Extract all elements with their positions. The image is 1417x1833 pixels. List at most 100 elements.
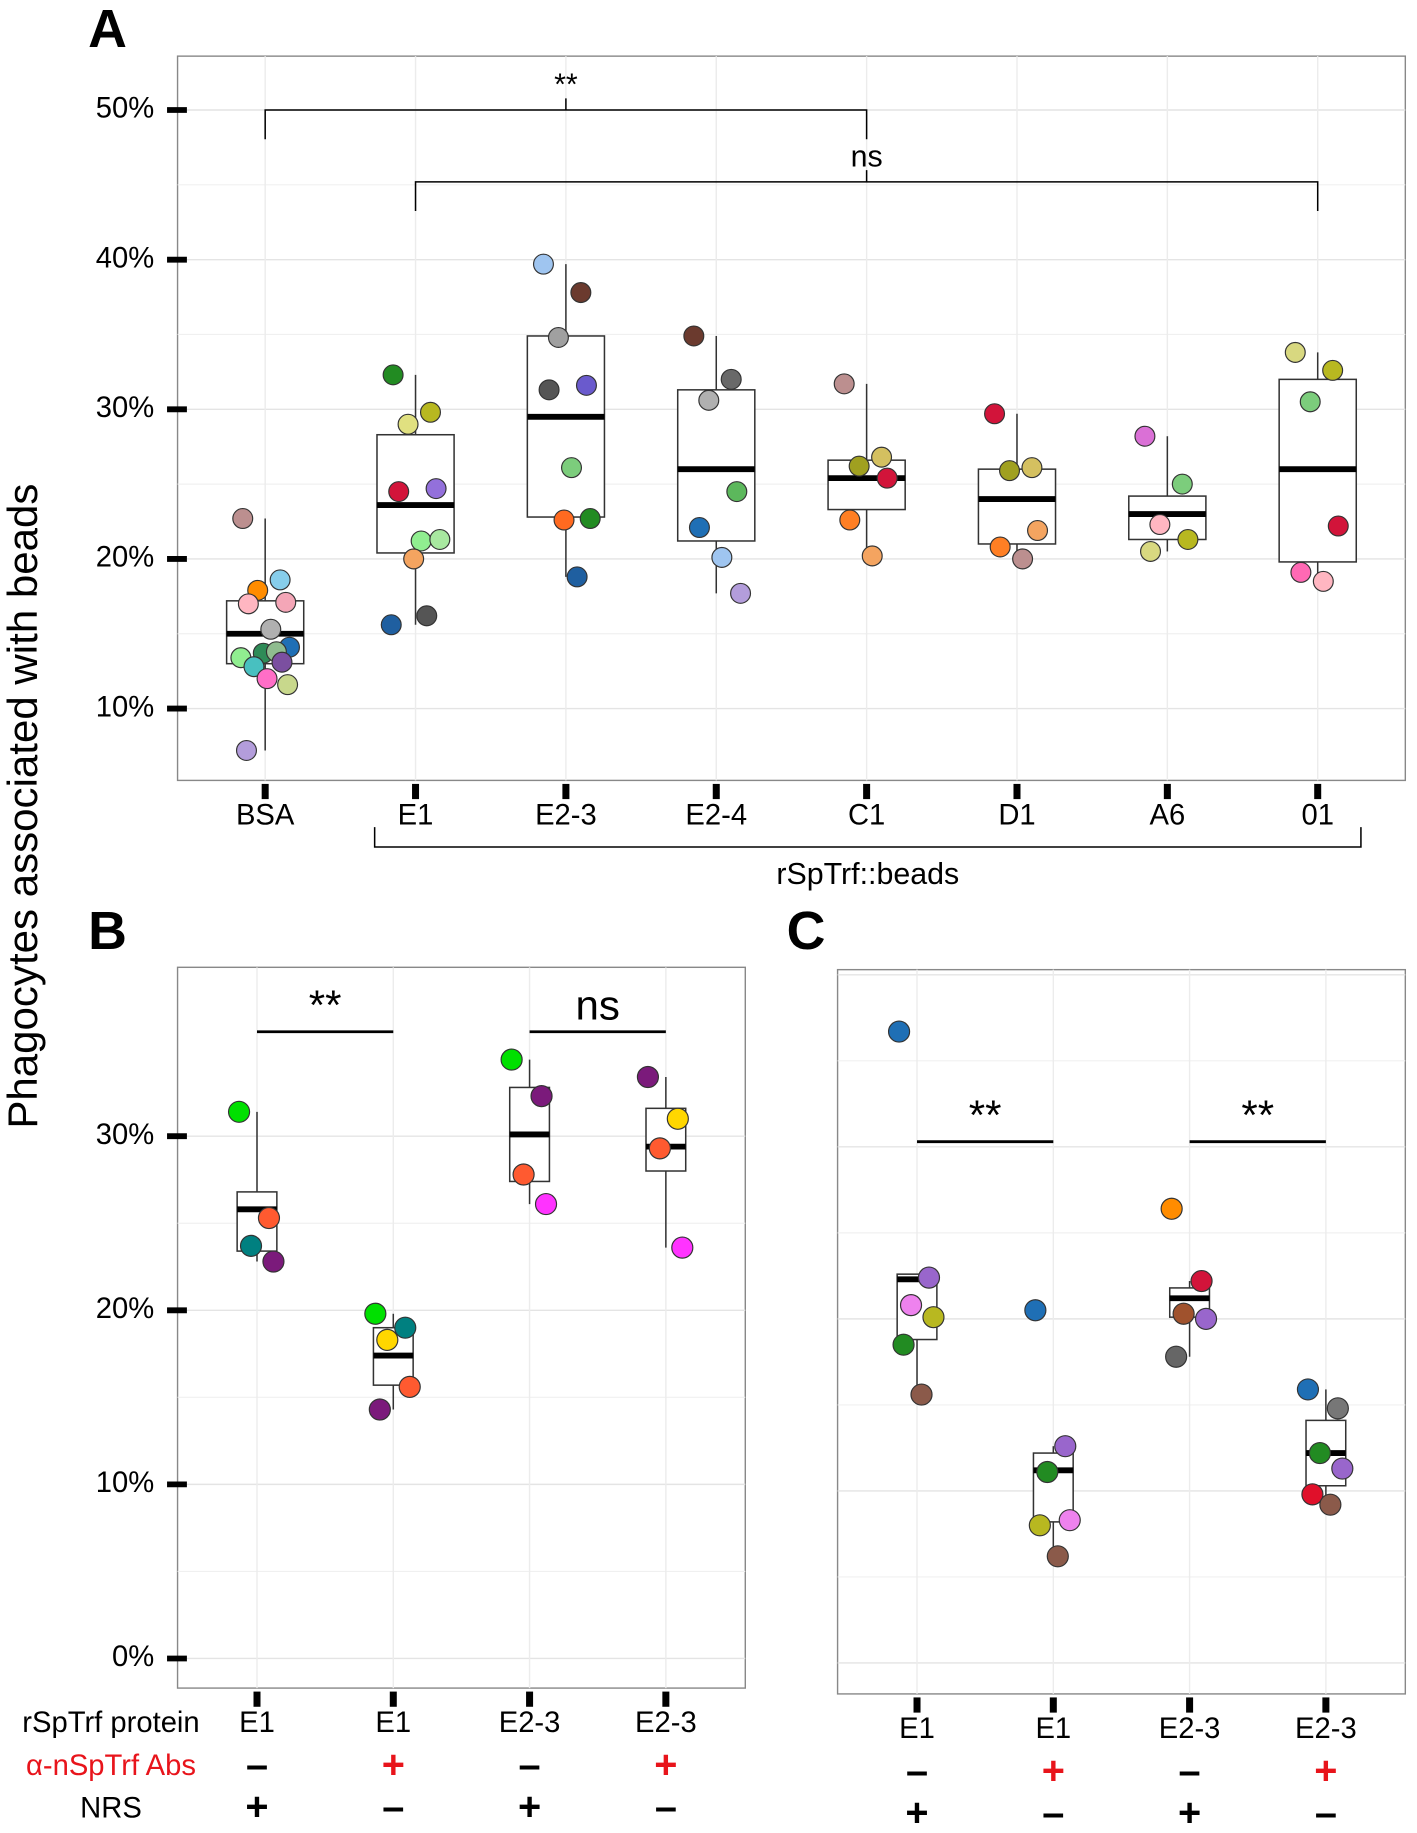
data-point [579, 508, 601, 530]
x-tick-label: E1 [239, 1707, 275, 1739]
data-point [260, 618, 282, 640]
data-point [575, 374, 597, 396]
significance-label: ns [851, 140, 883, 173]
x-tick-label: E2-3 [499, 1707, 561, 1739]
significance-bracket [264, 98, 868, 140]
data-point [892, 1333, 915, 1356]
data-point [989, 536, 1011, 558]
data-point [1322, 359, 1344, 381]
data-point [1134, 425, 1156, 447]
data-point [917, 1266, 941, 1289]
data-point [666, 1107, 689, 1130]
data-point [1027, 519, 1049, 542]
condition-sign: + [1042, 1749, 1065, 1793]
significance-bracket [414, 170, 1319, 212]
panel-letter: C [787, 901, 826, 961]
data-point [1160, 1197, 1183, 1220]
data-point [1190, 1269, 1213, 1293]
data-point [1177, 528, 1199, 550]
data-point [1058, 1509, 1081, 1532]
x-tick-label: BSA [236, 799, 295, 831]
data-point [277, 674, 299, 696]
data-point [1165, 1345, 1188, 1368]
data-point [429, 528, 451, 550]
data-point [403, 548, 425, 570]
data-point [275, 591, 297, 613]
data-point [871, 446, 893, 468]
box [526, 335, 606, 518]
condition-sign: – [382, 1785, 404, 1829]
data-point [380, 614, 402, 636]
data-point [876, 467, 898, 489]
condition-sign: + [382, 1743, 405, 1787]
data-point [397, 413, 419, 435]
data-point [560, 457, 583, 479]
data-point [388, 481, 410, 503]
data-point [376, 1328, 399, 1351]
y-axis-title: Phagocytes associated with beads [0, 484, 46, 1129]
data-point [1326, 1397, 1349, 1420]
box [676, 389, 756, 542]
data-point [671, 1236, 694, 1259]
data-point [922, 1306, 945, 1329]
data-point [688, 516, 710, 539]
y-tick-label: 0% [112, 1641, 154, 1673]
data-point [416, 605, 438, 627]
data-point [1312, 570, 1334, 592]
x-tick-label: A6 [1149, 799, 1185, 831]
x-tick-label: E2-3 [1295, 1713, 1357, 1745]
x-tick-label: D1 [998, 799, 1035, 831]
row-label: NRS [80, 1792, 142, 1824]
data-point [1301, 1483, 1324, 1506]
significance-label: ns [576, 981, 620, 1028]
data-point [398, 1375, 421, 1398]
row-label: α-nSpTrf Abs [26, 1750, 196, 1782]
significance-label: ** [309, 981, 342, 1028]
data-point [683, 325, 705, 347]
condition-sign: + [1178, 1791, 1201, 1833]
data-point [899, 1294, 923, 1317]
x-tick-label: E1 [398, 799, 434, 831]
condition-sign: – [246, 1743, 268, 1787]
data-point [368, 1398, 391, 1421]
data-point [1021, 457, 1043, 479]
data-point [984, 403, 1006, 425]
significance-label: ** [969, 1091, 1002, 1138]
data-point [410, 530, 432, 552]
y-tick-label: 20% [96, 1293, 154, 1325]
x-tick-label: E1 [899, 1713, 935, 1745]
condition-sign: + [654, 1743, 677, 1787]
data-point [530, 1085, 553, 1108]
data-point [553, 509, 575, 531]
data-point [271, 651, 293, 673]
data-point [1046, 1545, 1069, 1568]
data-point [237, 593, 259, 615]
condition-sign: + [1314, 1749, 1337, 1793]
data-point [998, 460, 1021, 482]
data-point [1290, 561, 1312, 583]
y-tick-label: 10% [96, 691, 154, 723]
group-label: rSpTrf::beads [776, 858, 959, 891]
data-point [512, 1163, 535, 1186]
x-tick-label: E2-4 [685, 799, 747, 831]
y-tick-label: 30% [96, 392, 154, 424]
data-point [726, 481, 748, 503]
data-point [1028, 1514, 1051, 1537]
data-point [538, 379, 560, 401]
condition-sign: + [518, 1785, 541, 1829]
data-point [698, 389, 720, 411]
x-tick-label: C1 [848, 799, 885, 831]
data-point [256, 668, 278, 690]
data-point [1331, 1457, 1354, 1480]
group-bracket [373, 827, 1362, 848]
data-point [227, 1100, 251, 1123]
data-point [1308, 1441, 1331, 1465]
data-point [232, 508, 254, 530]
data-point [532, 253, 554, 275]
data-point [1171, 473, 1193, 495]
data-point [636, 1065, 660, 1089]
condition-sign: – [1179, 1749, 1201, 1793]
data-point [235, 739, 257, 761]
data-point [861, 545, 883, 567]
data-point [394, 1316, 417, 1339]
